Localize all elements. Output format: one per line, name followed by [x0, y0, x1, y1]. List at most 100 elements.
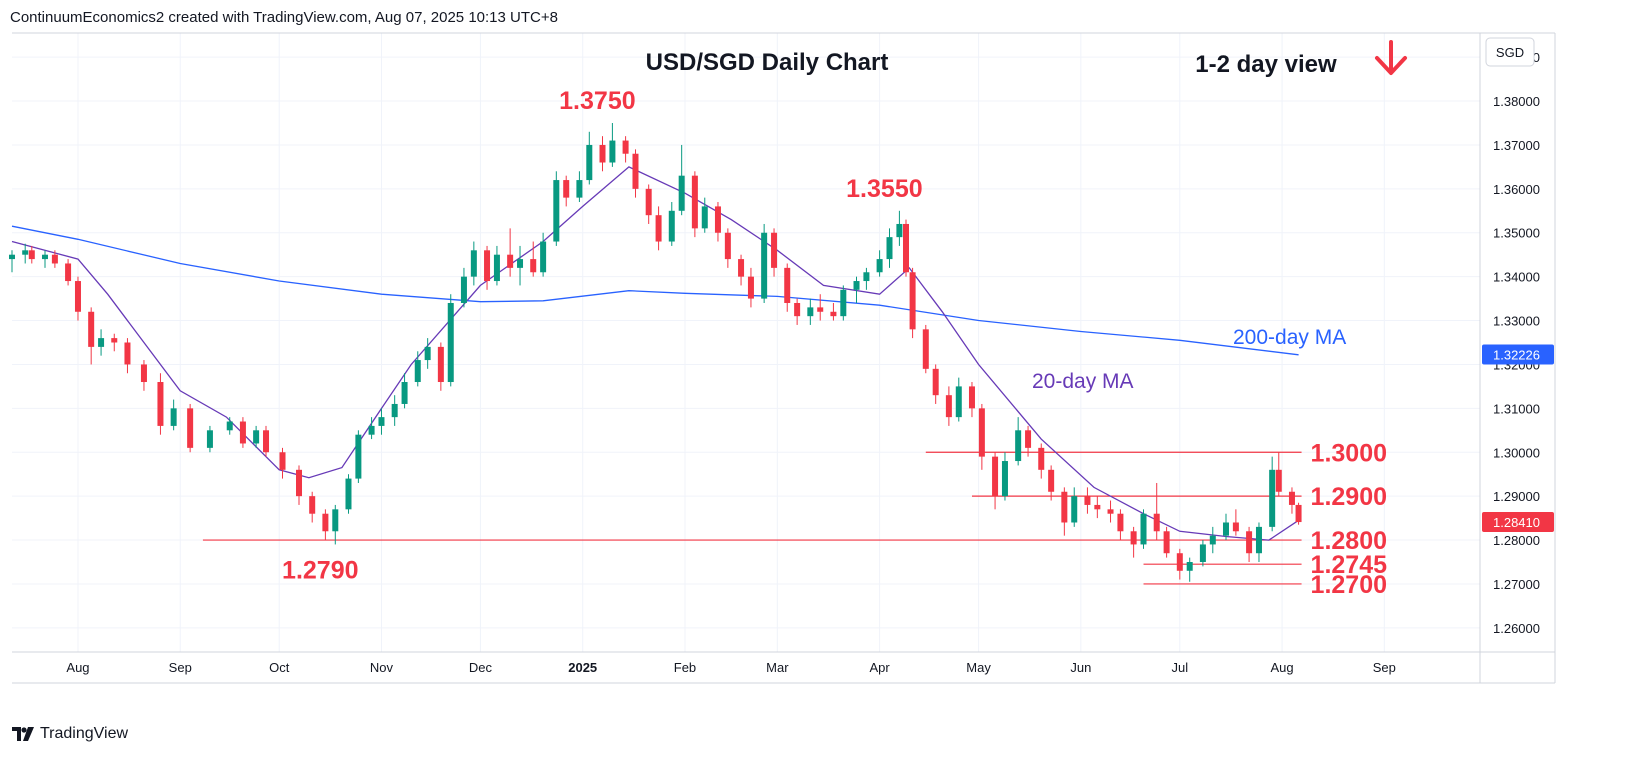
candle-body: [74, 281, 81, 312]
candle: [22, 243, 29, 264]
candle-body: [1269, 469, 1276, 527]
candle-body: [876, 259, 883, 273]
candle-body: [1199, 544, 1206, 563]
candle-body: [424, 346, 431, 361]
level-label: 1.2800: [1311, 527, 1387, 555]
candle-body: [1232, 522, 1239, 532]
candle-body: [1107, 509, 1114, 514]
x-tick-label: Aug: [66, 660, 89, 675]
candle: [124, 338, 131, 374]
candle-body: [668, 210, 675, 242]
candle-body: [1061, 491, 1068, 523]
last-price-value: 1.28410: [1493, 515, 1540, 530]
candle: [932, 364, 939, 404]
candle-body: [886, 237, 893, 260]
down-arrow-icon: [1375, 40, 1407, 75]
candle-body: [493, 254, 500, 282]
candle: [296, 465, 303, 505]
candle-body: [540, 241, 547, 273]
tradingview-brand: TradingView: [40, 725, 129, 742]
y-axis-ticks: 1.26000 1.27000 1.28000 1.29000 1.30000 1.310…: [1493, 50, 1540, 636]
candle: [279, 447, 286, 479]
candle: [576, 171, 583, 203]
candle: [378, 408, 385, 435]
candle: [645, 184, 652, 224]
candle: [553, 171, 560, 246]
candle: [1209, 526, 1216, 554]
candle: [345, 474, 352, 514]
candle: [41, 250, 48, 268]
candle: [1163, 526, 1170, 558]
candle-body: [1094, 504, 1101, 510]
candle: [807, 298, 814, 325]
candle-body: [932, 368, 939, 396]
candle: [65, 259, 72, 286]
candle: [157, 373, 164, 435]
candle: [747, 267, 754, 308]
candle: [922, 324, 929, 374]
candle-body: [470, 250, 477, 277]
candle: [978, 403, 985, 470]
extreme-label: 1.3750: [559, 87, 635, 115]
candle: [460, 267, 467, 308]
x-tick-label: Nov: [370, 660, 394, 675]
candle-body: [945, 395, 952, 418]
candle: [239, 417, 246, 448]
candle: [761, 223, 768, 303]
candle-body: [51, 254, 58, 264]
ma200-label: 200-day MA: [1233, 326, 1346, 349]
candle-body: [576, 180, 583, 198]
candle-body: [28, 250, 35, 260]
candle-body: [645, 188, 652, 216]
candle: [609, 122, 616, 167]
candle-body: [460, 276, 467, 303]
candle-body: [345, 478, 352, 510]
y-tick-label: 1.36000: [1493, 182, 1540, 197]
y-tick-label: 1.28000: [1493, 533, 1540, 548]
candle: [599, 136, 606, 172]
chart-title: USD/SGD Daily Chart: [646, 49, 889, 76]
candle: [540, 232, 547, 277]
candle: [309, 491, 316, 523]
candle-body: [263, 430, 270, 453]
candle-body: [1117, 513, 1124, 532]
candle: [1117, 509, 1124, 541]
y-tick-label: 1.34000: [1493, 270, 1540, 285]
candle: [1269, 456, 1276, 532]
candle: [668, 202, 675, 246]
currency-label: SGD: [1496, 45, 1524, 60]
candle-body: [622, 140, 629, 154]
tradingview-footer[interactable]: TradingView: [12, 725, 128, 743]
candle: [493, 245, 500, 286]
candle: [1255, 522, 1262, 563]
candles: [9, 122, 1302, 582]
candle: [586, 131, 593, 185]
candle: [1246, 526, 1253, 563]
candle: [655, 206, 662, 251]
candle-body: [830, 311, 837, 317]
x-tick-label: Oct: [269, 660, 290, 675]
candle-body: [1025, 430, 1032, 448]
candle: [1048, 465, 1055, 501]
candle: [1199, 540, 1206, 567]
candle: [414, 351, 421, 387]
candle-body: [1186, 562, 1193, 571]
candle-body: [747, 276, 754, 299]
candle-body: [507, 254, 514, 268]
candle: [876, 250, 883, 277]
y-tick-label: 1.37000: [1493, 138, 1540, 153]
chart-subtitle: 1-2 day view: [1195, 51, 1337, 78]
candle-body: [863, 272, 870, 282]
candle-body: [714, 206, 721, 233]
candle: [1288, 487, 1295, 514]
y-tick-label: 1.38000: [1493, 94, 1540, 109]
candle: [1084, 487, 1091, 514]
currency-box: [1485, 37, 1535, 67]
ma200-price-value: 1.32226: [1493, 348, 1540, 363]
candle-body: [437, 346, 444, 383]
candle: [437, 342, 444, 391]
candle: [738, 254, 745, 286]
ma200-price-tag: [1482, 344, 1554, 365]
candle: [1061, 487, 1068, 536]
candle-body: [691, 175, 698, 229]
